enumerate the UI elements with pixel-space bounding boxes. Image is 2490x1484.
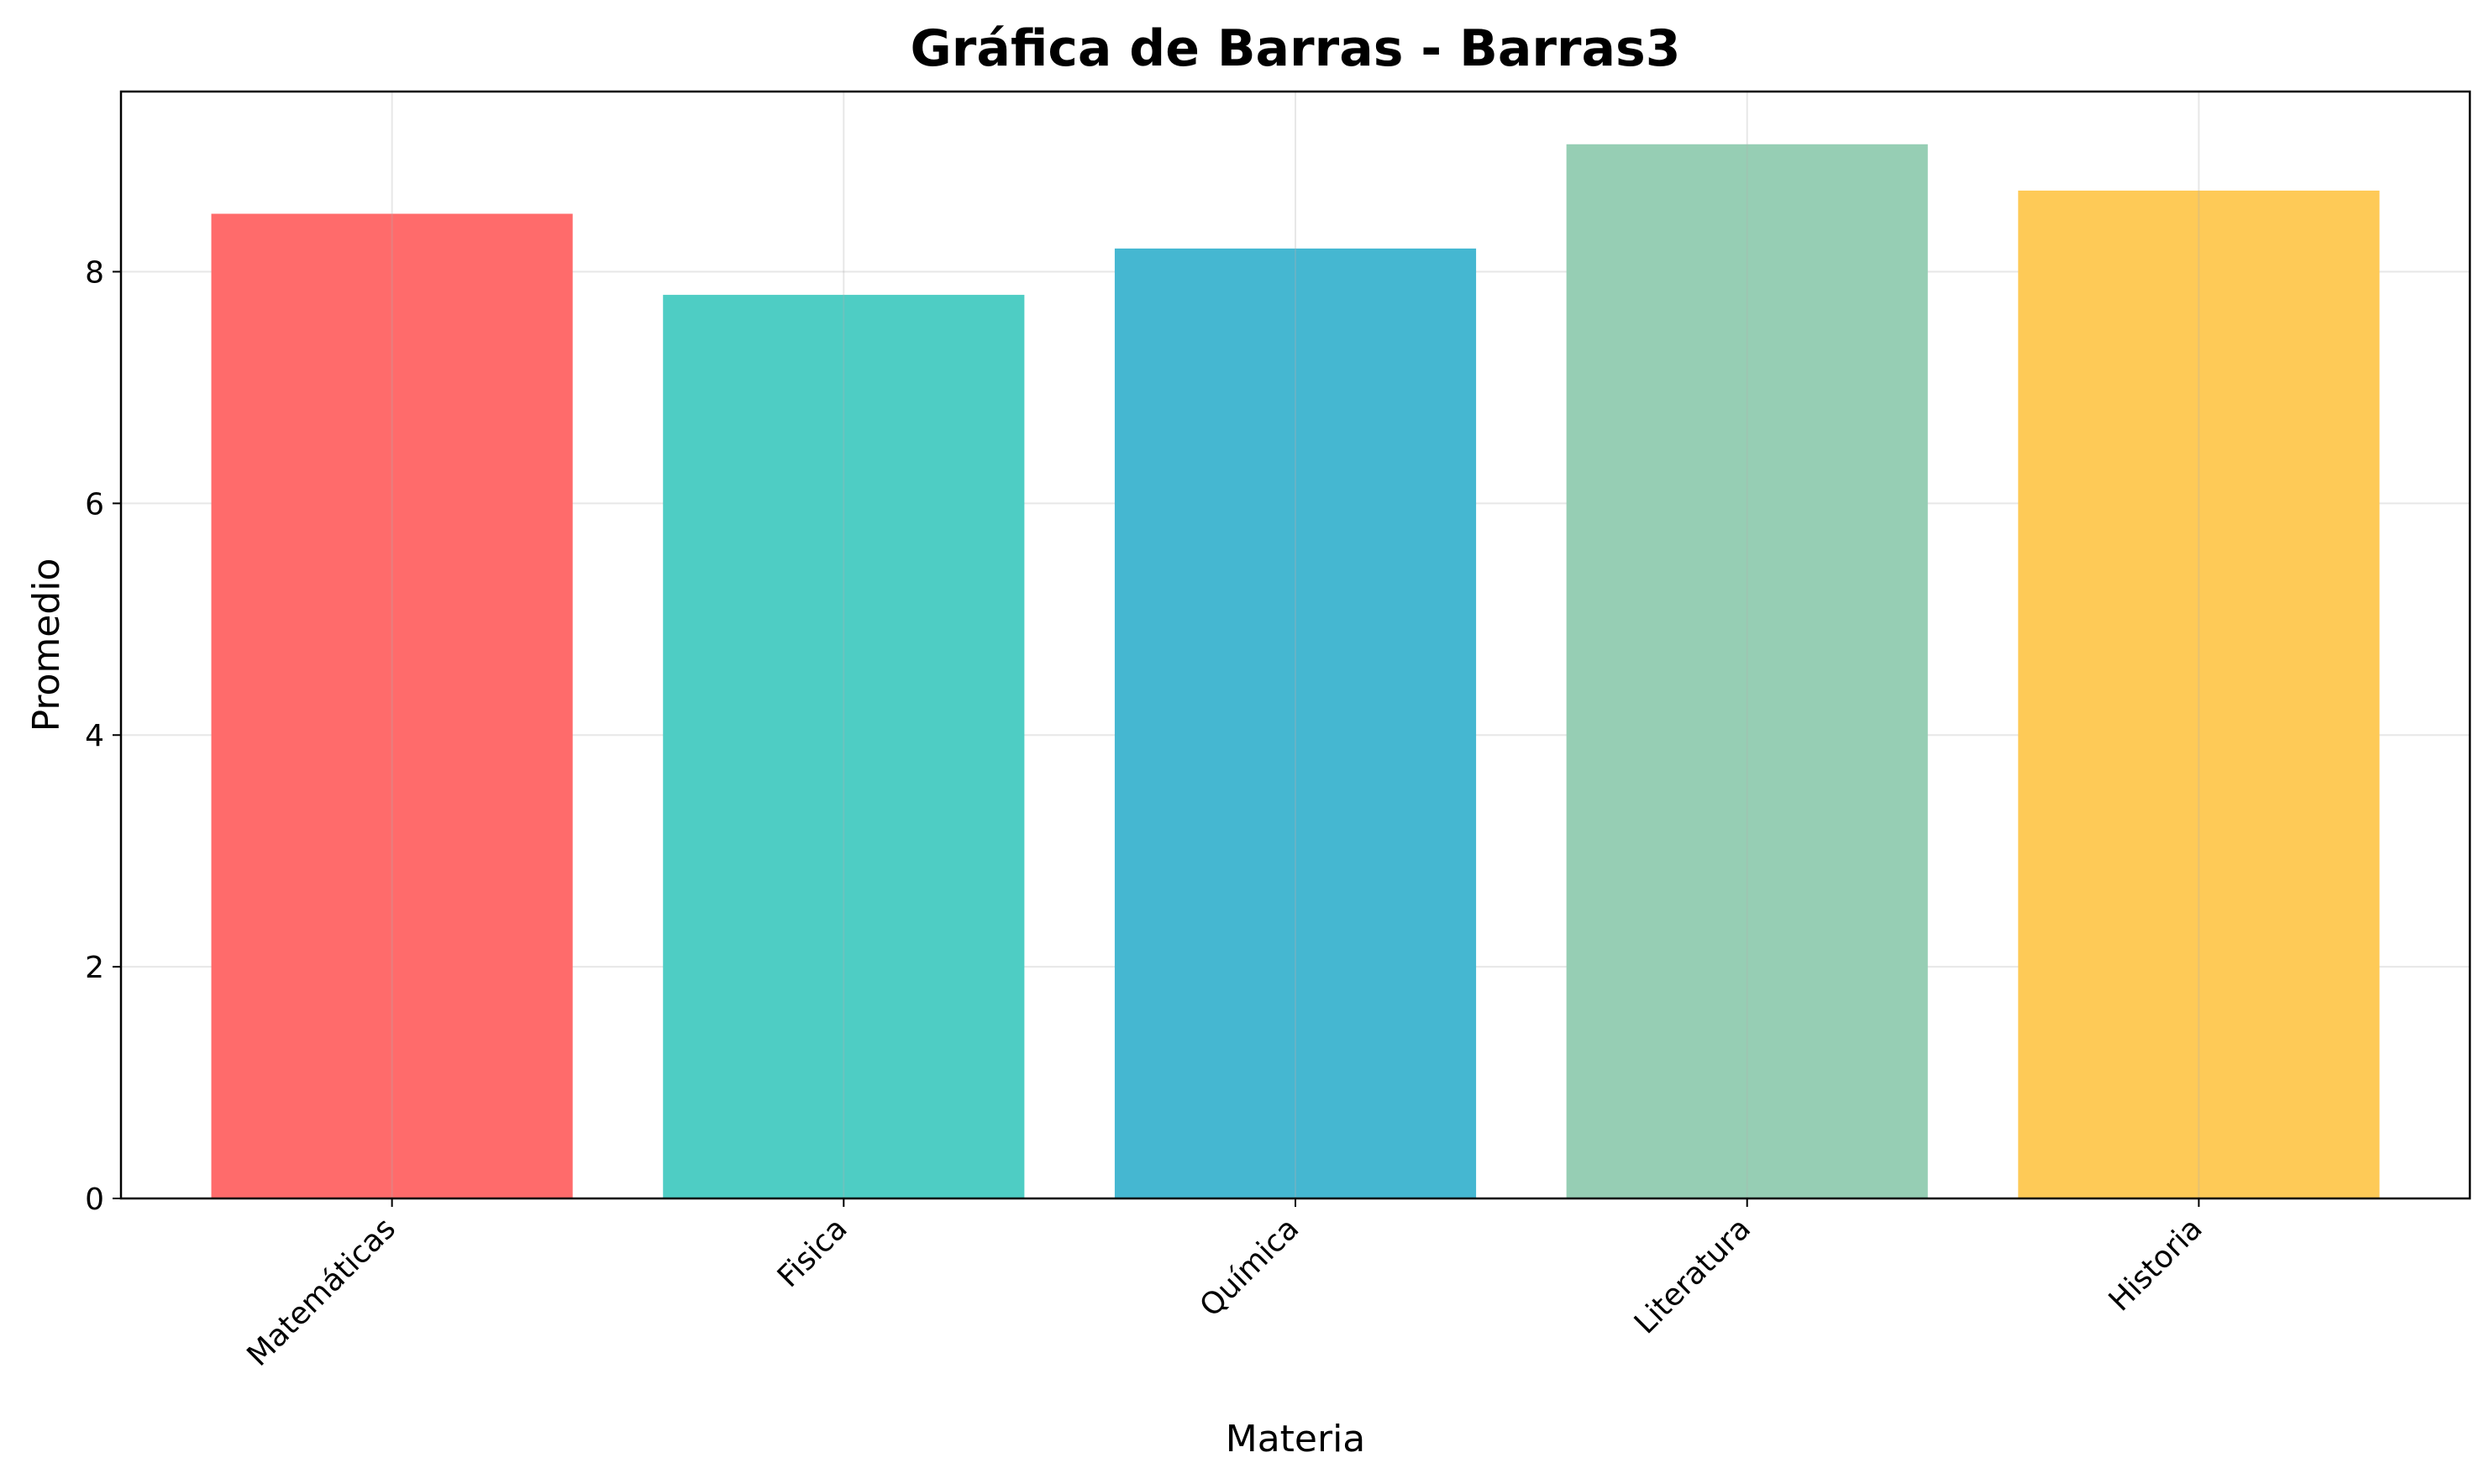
chart-title: Gráfica de Barras - Barras3 bbox=[911, 19, 1681, 78]
y-tick-label: 0 bbox=[85, 1182, 104, 1217]
bar-matematicas bbox=[211, 213, 573, 1198]
y-axis-label: Promedio bbox=[25, 558, 68, 732]
y-tick-label: 4 bbox=[85, 719, 104, 753]
bar-fisica bbox=[663, 295, 1025, 1198]
y-tick-label: 6 bbox=[85, 487, 104, 522]
y-tick-label: 2 bbox=[85, 951, 104, 985]
y-tick-label: 8 bbox=[85, 255, 104, 290]
bar-quimica bbox=[1114, 248, 1477, 1198]
x-axis-label: Materia bbox=[1226, 1418, 1366, 1460]
bar-historia bbox=[2018, 190, 2380, 1198]
bar-literatura bbox=[1566, 144, 1928, 1198]
bars bbox=[211, 144, 2380, 1198]
x-grid bbox=[391, 92, 2200, 1198]
